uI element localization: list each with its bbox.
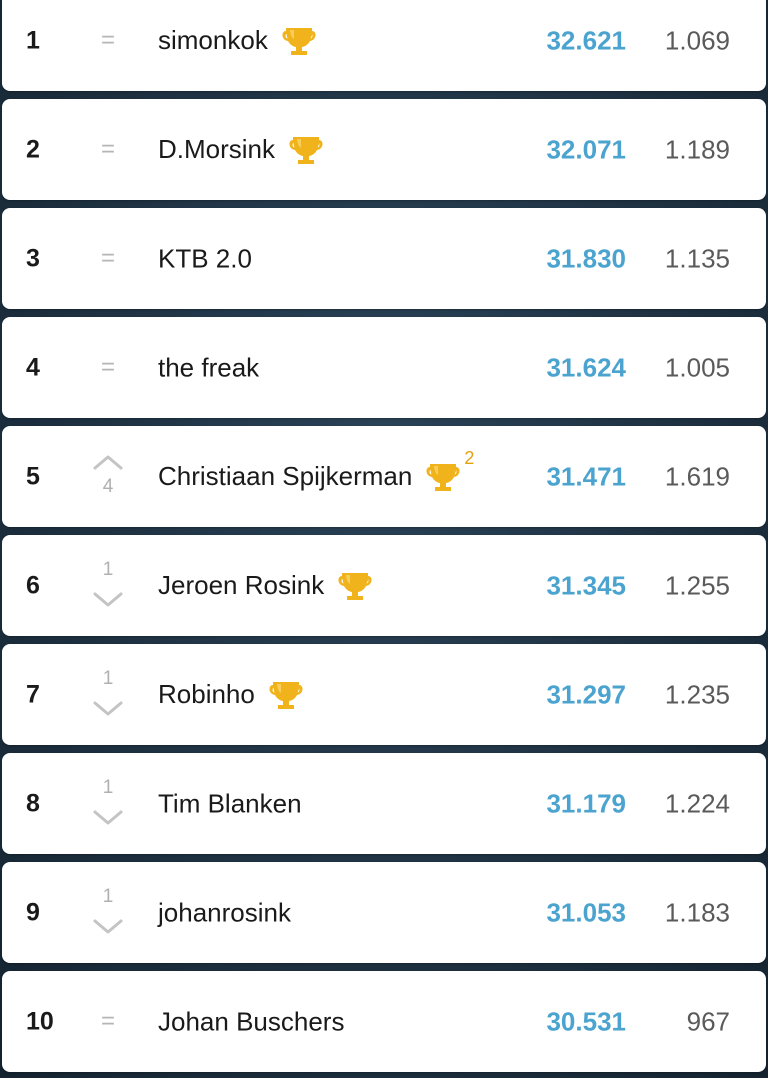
total-score: 31.297 bbox=[546, 679, 626, 709]
trophy-icon bbox=[280, 24, 318, 58]
total-score: 31.053 bbox=[546, 897, 626, 927]
rank-number: 3 bbox=[26, 244, 40, 272]
leaderboard-row[interactable]: 6 1 Jeroen Rosink 31.345 1.255 bbox=[2, 535, 766, 636]
player-name-text: D.Morsink bbox=[158, 134, 276, 164]
no-change-indicator: = bbox=[100, 243, 115, 271]
trophy-count: 2 bbox=[464, 447, 475, 468]
round-points: 1.235 bbox=[664, 679, 730, 709]
leaderboard-row[interactable]: 4 = the freak 31.624 1.005 bbox=[2, 317, 766, 418]
rank-change-amount: 1 bbox=[102, 777, 114, 798]
rank-change-amount: 1 bbox=[102, 559, 114, 580]
chevron-down-icon bbox=[93, 701, 123, 717]
rank-number: 1 bbox=[26, 26, 40, 54]
no-change-indicator: = bbox=[100, 1006, 115, 1034]
player-name-text: Johan Buschers bbox=[158, 1006, 345, 1036]
leaderboard-row[interactable]: 9 1 johanrosink 31.053 1.183 bbox=[2, 862, 766, 963]
trophy-icon: 2 bbox=[424, 448, 474, 494]
player-name: Johan Buschers bbox=[158, 1006, 344, 1037]
rank-change: = bbox=[86, 0, 130, 91]
rank-number: 8 bbox=[26, 789, 40, 817]
leaderboard-row[interactable]: 1 = simonkok 32.621 1.069 bbox=[2, 0, 766, 91]
chevron-down-icon bbox=[93, 919, 123, 935]
total-score: 31.830 bbox=[546, 243, 626, 273]
leaderboard-row[interactable]: 3 = KTB 2.0 31.830 1.135 bbox=[2, 208, 766, 309]
chevron-down-icon bbox=[93, 592, 123, 608]
rank-change: = bbox=[86, 971, 130, 1072]
player-name: D.Morsink bbox=[158, 133, 325, 167]
round-points: 1.224 bbox=[664, 788, 730, 818]
chevron-down-icon bbox=[93, 810, 123, 826]
total-score: 31.624 bbox=[546, 352, 626, 382]
rank-change-amount: 4 bbox=[102, 476, 114, 497]
rank-change: = bbox=[86, 317, 130, 418]
player-name: KTB 2.0 bbox=[158, 243, 252, 274]
chevron-up-icon bbox=[93, 454, 123, 470]
rank-number: 5 bbox=[26, 462, 40, 490]
rank-change: 1 bbox=[86, 753, 130, 854]
player-name-text: johanrosink bbox=[158, 897, 291, 927]
no-change-indicator: = bbox=[100, 25, 115, 53]
rank-change-amount: 1 bbox=[102, 668, 114, 689]
leaderboard-row[interactable]: 2 = D.Morsink 32.071 1.189 bbox=[2, 99, 766, 200]
round-points: 1.255 bbox=[664, 570, 730, 600]
round-points: 1.005 bbox=[664, 352, 730, 382]
rank-number: 10 bbox=[26, 1007, 54, 1035]
leaderboard-row[interactable]: 8 1 Tim Blanken 31.179 1.224 bbox=[2, 753, 766, 854]
player-name-text: simonkok bbox=[158, 25, 268, 55]
player-name: johanrosink bbox=[158, 897, 291, 928]
rank-number: 9 bbox=[26, 898, 40, 926]
trophy-icon bbox=[336, 569, 374, 603]
total-score: 31.471 bbox=[546, 461, 626, 491]
rank-change: 1 bbox=[86, 535, 130, 636]
round-points: 1.069 bbox=[664, 25, 730, 55]
player-name-text: Robinho bbox=[158, 679, 255, 709]
player-name-text: Jeroen Rosink bbox=[158, 570, 325, 600]
player-name-text: Tim Blanken bbox=[158, 788, 302, 818]
rank-number: 4 bbox=[26, 353, 40, 381]
total-score: 32.621 bbox=[546, 25, 626, 55]
leaderboard-row[interactable]: 10 = Johan Buschers 30.531 967 bbox=[2, 971, 766, 1072]
total-score: 32.071 bbox=[546, 134, 626, 164]
rank-change: = bbox=[86, 208, 130, 309]
leaderboard-row[interactable]: 5 4 Christiaan Spijkerman 2 31.471 1.619 bbox=[2, 426, 766, 527]
player-name: the freak bbox=[158, 352, 259, 383]
rank-number: 2 bbox=[26, 135, 40, 163]
player-name-text: KTB 2.0 bbox=[158, 243, 252, 273]
round-points: 1.135 bbox=[664, 243, 730, 273]
trophy-icon bbox=[287, 133, 325, 167]
rank-change: 1 bbox=[86, 862, 130, 963]
leaderboard-row[interactable]: 7 1 Robinho 31.297 1.235 bbox=[2, 644, 766, 745]
total-score: 31.345 bbox=[546, 570, 626, 600]
rank-number: 6 bbox=[26, 571, 40, 599]
rank-change: = bbox=[86, 99, 130, 200]
round-points: 1.619 bbox=[664, 461, 730, 491]
player-name-text: the freak bbox=[158, 352, 260, 382]
total-score: 30.531 bbox=[546, 1006, 626, 1036]
rank-number: 7 bbox=[26, 680, 40, 708]
rank-change: 1 bbox=[86, 644, 130, 745]
player-name: Tim Blanken bbox=[158, 788, 302, 819]
player-name-text: Christiaan Spijkerman bbox=[158, 461, 413, 491]
player-name: Robinho bbox=[158, 678, 305, 712]
trophy-icon bbox=[267, 678, 305, 712]
rank-change-amount: 1 bbox=[102, 886, 114, 907]
no-change-indicator: = bbox=[100, 134, 115, 162]
total-score: 31.179 bbox=[546, 788, 626, 818]
player-name: Jeroen Rosink bbox=[158, 569, 374, 603]
rank-change: 4 bbox=[86, 426, 130, 527]
player-name: simonkok bbox=[158, 24, 318, 58]
round-points: 1.183 bbox=[664, 897, 730, 927]
round-points: 1.189 bbox=[664, 134, 730, 164]
player-name: Christiaan Spijkerman 2 bbox=[158, 448, 474, 494]
round-points: 967 bbox=[686, 1006, 730, 1036]
no-change-indicator: = bbox=[100, 352, 115, 380]
